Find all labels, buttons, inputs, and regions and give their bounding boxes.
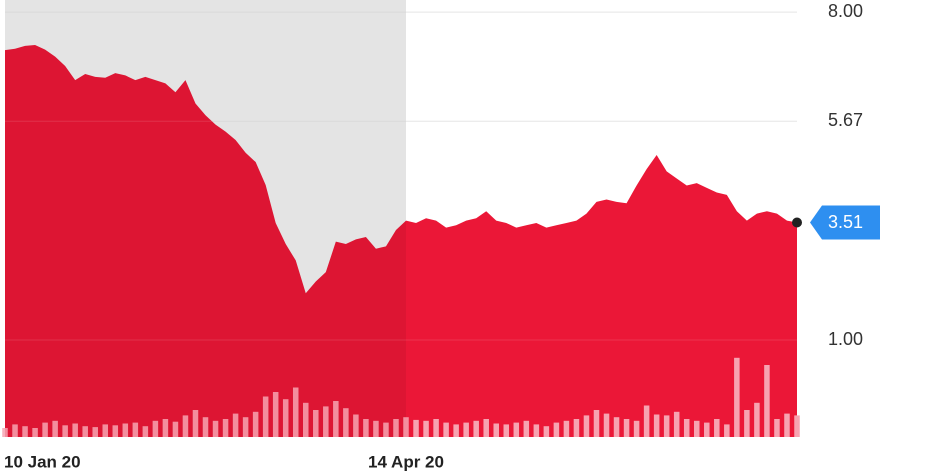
volume-bar <box>794 415 800 437</box>
volume-bar <box>593 410 600 437</box>
volume-bar <box>653 414 660 437</box>
y-tick-label: 8.00 <box>828 1 863 21</box>
volume-bar <box>543 426 550 437</box>
volume-bar <box>42 422 48 437</box>
volume-bar <box>262 396 269 437</box>
volume-bar <box>413 419 419 437</box>
volume-bar <box>704 422 710 437</box>
volume-bar <box>112 425 119 437</box>
volume-bar <box>212 420 219 437</box>
volume-bar <box>232 413 239 437</box>
volume-bar <box>403 417 409 437</box>
volume-bar <box>573 419 580 437</box>
volume-bar <box>673 411 680 437</box>
volume-bar <box>523 420 530 437</box>
volume-bar <box>122 423 129 437</box>
volume-bar <box>132 422 139 437</box>
volume-bar <box>323 406 329 437</box>
volume-bar <box>363 419 369 437</box>
volume-bar <box>603 413 610 437</box>
volume-bar <box>754 402 760 437</box>
volume-bar <box>533 424 540 437</box>
volume-bar <box>72 423 78 437</box>
volume-bar <box>292 387 299 437</box>
volume-bar <box>693 420 700 437</box>
volume-bar <box>784 413 790 437</box>
volume-bar <box>503 424 510 437</box>
volume-bar <box>724 424 730 437</box>
volume-bar <box>333 401 339 437</box>
y-tick-label: 1.00 <box>828 329 863 349</box>
volume-bar <box>2 428 8 437</box>
volume-bar <box>734 357 740 437</box>
volume-bar <box>242 417 249 437</box>
volume-bar <box>272 392 279 437</box>
volume-bar <box>463 422 469 437</box>
volume-bar <box>663 415 670 437</box>
volume-bar <box>633 420 640 437</box>
volume-bar <box>92 427 98 437</box>
volume-bar <box>102 424 109 437</box>
volume-bar <box>52 420 58 437</box>
volume-bar <box>764 365 770 437</box>
volume-bar <box>162 419 169 437</box>
volume-bar <box>22 426 28 437</box>
volume-bar <box>393 419 399 437</box>
volume-bar <box>142 426 149 437</box>
x-tick-label: 14 Apr 20 <box>368 452 444 471</box>
volume-bar <box>433 419 439 437</box>
volume-bar <box>473 420 479 437</box>
volume-bar <box>172 421 179 437</box>
x-tick-label: 10 Jan 20 <box>4 452 81 471</box>
volume-bar <box>423 420 429 437</box>
volume-bar <box>252 411 259 437</box>
volume-bar <box>313 410 319 437</box>
volume-bar <box>714 419 720 437</box>
volume-bar <box>583 415 590 437</box>
volume-bar <box>683 419 690 437</box>
price-badge <box>810 205 880 240</box>
volume-bar <box>222 419 229 437</box>
volume-bar <box>12 424 18 437</box>
volume-bar <box>744 410 750 437</box>
volume-bar <box>32 428 38 437</box>
volume-bar <box>613 417 620 437</box>
volume-bar <box>483 419 489 437</box>
volume-bar <box>202 417 209 437</box>
volume-bar <box>82 426 88 437</box>
volume-bar <box>192 410 199 437</box>
volume-bar <box>513 422 520 437</box>
y-tick-label: 5.67 <box>828 110 863 130</box>
volume-bar <box>62 425 68 437</box>
volume-bar <box>383 422 389 437</box>
last-point <box>792 217 802 228</box>
period-overlay <box>5 0 407 437</box>
volume-bar <box>282 399 289 437</box>
volume-bar <box>182 415 189 437</box>
price-badge-label: 3.51 <box>828 212 863 232</box>
price-area <box>5 44 797 437</box>
volume-bar <box>373 420 379 437</box>
volume-bar <box>774 419 780 437</box>
volume-bar <box>353 414 359 437</box>
volume-bar <box>643 405 650 437</box>
volume-bar <box>343 408 349 437</box>
volume-bar <box>623 419 630 437</box>
volume-bar <box>493 423 499 437</box>
volume-bar <box>563 420 570 437</box>
volume-bar <box>453 424 459 437</box>
volume-bar <box>303 402 309 437</box>
volume-bar <box>152 420 159 437</box>
volume-bar <box>553 422 560 437</box>
volume-bar <box>443 422 449 437</box>
